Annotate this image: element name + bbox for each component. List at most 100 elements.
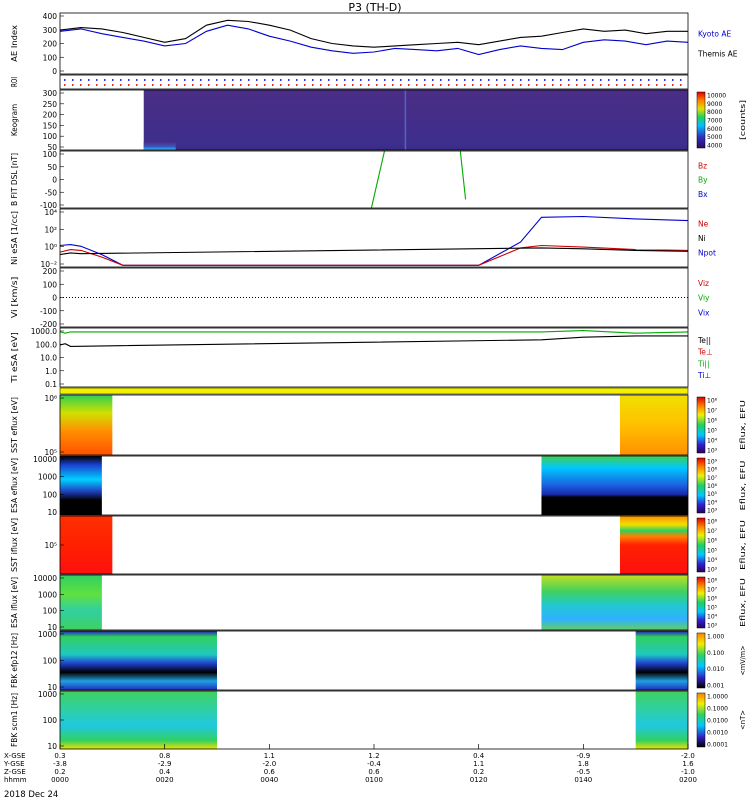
roi-dot [272,79,274,81]
y-tick-label: 150 [43,121,58,130]
roi-dot [272,84,274,86]
vi-km-s--ylabel: Vi [km/s] [10,277,19,318]
roi-dot [472,79,474,81]
roi-dot [616,84,618,86]
x-tick-label: -0.4 [367,760,381,768]
colorbar-tick-label: 0.0010 [707,730,728,737]
roi-dot [64,84,66,86]
roi-dot [568,84,570,86]
panel-7-content [59,330,689,347]
roi-dot [208,84,210,86]
y-tick-label: 10 [47,623,57,632]
roi-dot [656,84,658,86]
y-tick-label: 0 [52,176,57,185]
y-tick-label: 300 [43,89,58,98]
y-tick-label: 1000.0 [31,327,57,336]
roi-dot [144,84,146,86]
roi-dot [552,79,554,81]
colorbar [696,632,706,689]
roi-dot [384,84,386,86]
roi-dot [592,84,594,86]
roi-dot [88,79,90,81]
panel-11: 10000 1000 100 10 ESA iflux [eV] 10⁸ 10⁷ 10⁶ 10⁵… [10,574,747,632]
colorbar-tick-label: 10⁷ [707,475,718,482]
roi-dot [216,84,218,86]
roi-dot [304,84,306,86]
panel-frame [59,394,689,456]
y-tick-label: 0 [52,294,57,303]
panel-frame [59,267,689,328]
x-tick-label: 0.4 [473,752,485,760]
roi-dot [240,84,242,86]
y-tick-label: 100 [43,150,58,159]
roi-dot [424,79,426,81]
roi-dot [192,84,194,86]
roi-dot [648,79,650,81]
roi-dot [440,79,442,81]
panel-frame [59,208,689,268]
y-tick-label: 250 [43,100,58,109]
legend-ni: Ni [698,234,706,243]
colorbar-tick-label: 10⁴ [707,557,718,564]
colorbar-tick-label: 10⁷ [707,408,718,415]
roi-dot [192,79,194,81]
roi-dot [624,84,626,86]
x-tick-label: 1.6 [682,760,694,768]
series-kyoto-ae [59,24,689,56]
y-tick-label: 100 [43,657,58,666]
x-tick-label: 0.6 [264,768,276,776]
esa-iflux-ev--ylabel: ESA iflux [eV] [10,577,19,628]
roi-dot [80,79,82,81]
colorbar [696,692,706,748]
roi-dot [648,84,650,86]
roi-dot [232,79,234,81]
roi-dot [152,79,154,81]
colorbar-label: Eflux, EFU [739,520,747,570]
roi-dot [656,79,658,81]
roi-dot [352,84,354,86]
panel-6: 200 100 0 -100 -200 Vi [km/s] Viz Viy Vix [10,267,710,329]
colorbar-label: Eflux, EFU [739,461,747,511]
colorbar-tick-label: 10⁸ [707,578,718,585]
x-tick-label: -3.8 [53,760,67,768]
roi-dot [504,84,506,86]
y-tick-label: -100 [40,307,57,316]
legend-ti: Ti⊥ [697,371,711,380]
roi-dot [448,79,450,81]
x-tick-label: -2.0 [262,760,276,768]
series-teparpar [59,335,688,347]
roi-dot [608,84,610,86]
roi-dot [248,79,250,81]
spectrogram-block [60,516,113,574]
roi-dot [256,84,258,86]
roi-dot [488,84,490,86]
roi-dot [64,79,66,81]
x-tick-label: 1.1 [473,760,484,768]
panel-13: 1000 100 10 FBK scm1 [Hz] 1.0000 0.1000 0.0100… [10,690,747,751]
roi-dot [96,84,98,86]
roi-dot [160,79,162,81]
roi-dot [312,79,314,81]
panel-frame [59,574,689,631]
roi-dot [536,79,538,81]
roi-dot [560,79,562,81]
roi-dot [120,79,122,81]
row-label-hhmm: hhmm [4,776,27,784]
panel-7: 1000.0 100.0 10.0 1.0 0.1 Ti eSA [eV] Te|| Te⊥ T… [10,327,712,389]
legend-vix: Vix [698,308,710,317]
roi-dot [496,84,498,86]
spectrogram-block [619,516,688,574]
x-tick-label: -0.9 [576,752,590,760]
panel-1: 400 300 200 100 0 AE Index Kyoto AE Themis AE [10,12,738,76]
colorbar-tick-label: 0.100 [707,650,724,657]
x-tick-label: 0020 [156,776,174,784]
y-tick-label: 200 [43,40,58,49]
roi-dot [416,84,418,86]
roi-dot [232,84,234,86]
roi-dot [448,84,450,86]
roi-dot [304,79,306,81]
panel-9-content [60,456,688,515]
panel-5: 10⁴ 10² 10⁰ 10⁻² Ni eSA [1/cc] Ne Ni Npot [10,208,716,269]
x-tick-label: 0140 [574,776,592,784]
